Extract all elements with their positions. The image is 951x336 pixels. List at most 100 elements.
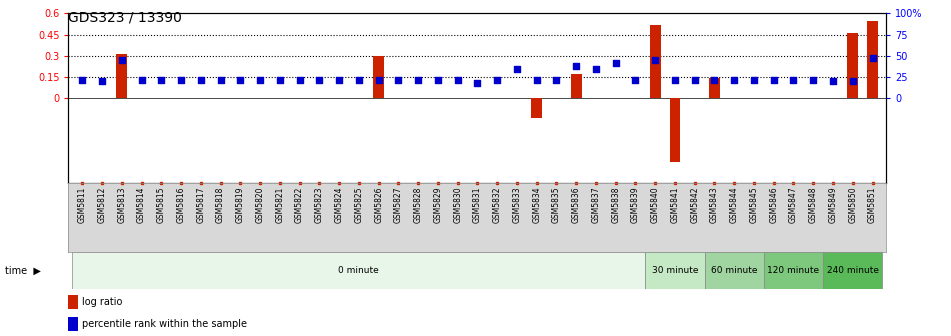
Point xyxy=(688,78,703,83)
Text: GDS323 / 13390: GDS323 / 13390 xyxy=(68,10,183,24)
Point xyxy=(668,77,683,82)
Point xyxy=(648,57,663,63)
Text: log ratio: log ratio xyxy=(83,297,123,307)
Text: GSM5829: GSM5829 xyxy=(434,186,442,223)
Text: GSM5830: GSM5830 xyxy=(453,186,462,223)
Point xyxy=(786,78,801,83)
Point xyxy=(94,79,109,84)
Bar xyxy=(68,295,78,309)
Text: GSM5846: GSM5846 xyxy=(769,186,778,223)
Point xyxy=(608,61,623,66)
Text: GSM5818: GSM5818 xyxy=(216,186,225,223)
Point xyxy=(805,78,821,83)
Point xyxy=(628,78,643,83)
Bar xyxy=(867,20,878,98)
Point xyxy=(510,66,525,71)
Text: GSM5840: GSM5840 xyxy=(650,186,660,223)
Text: GSM5834: GSM5834 xyxy=(533,186,541,223)
Bar xyxy=(650,25,661,98)
Point xyxy=(371,77,386,82)
Point xyxy=(549,78,564,83)
Bar xyxy=(764,252,824,289)
Bar xyxy=(709,79,720,98)
Point xyxy=(767,78,782,83)
Text: GSM5838: GSM5838 xyxy=(611,186,620,223)
Point xyxy=(529,77,544,82)
Text: GSM5831: GSM5831 xyxy=(473,186,482,223)
Point xyxy=(213,78,228,83)
Point xyxy=(430,77,445,82)
Text: GSM5819: GSM5819 xyxy=(236,186,244,223)
Text: GSM5822: GSM5822 xyxy=(295,186,304,223)
Bar xyxy=(116,54,127,98)
Point xyxy=(707,78,722,83)
Point xyxy=(727,77,742,82)
Text: GSM5849: GSM5849 xyxy=(828,186,838,223)
Point xyxy=(845,79,861,84)
Text: GSM5844: GSM5844 xyxy=(729,186,739,223)
Point xyxy=(391,77,406,82)
Text: GSM5827: GSM5827 xyxy=(394,186,403,223)
Text: GSM5835: GSM5835 xyxy=(552,186,561,223)
Text: GSM5824: GSM5824 xyxy=(335,186,343,223)
Text: GSM5842: GSM5842 xyxy=(690,186,699,223)
Text: GSM5820: GSM5820 xyxy=(256,186,264,223)
Bar xyxy=(847,33,858,98)
Bar xyxy=(72,252,646,289)
Text: GSM5826: GSM5826 xyxy=(374,186,383,223)
Bar xyxy=(68,317,78,331)
Text: GSM5823: GSM5823 xyxy=(315,186,324,223)
Text: GSM5850: GSM5850 xyxy=(848,186,857,223)
Text: GSM5817: GSM5817 xyxy=(196,186,205,223)
Text: GSM5813: GSM5813 xyxy=(117,186,126,223)
Point xyxy=(75,77,90,82)
Text: GSM5832: GSM5832 xyxy=(493,186,502,223)
Text: GSM5828: GSM5828 xyxy=(414,186,422,223)
Bar xyxy=(532,98,542,118)
Point xyxy=(233,78,248,83)
Point xyxy=(351,77,366,82)
Text: 60 minute: 60 minute xyxy=(711,266,757,275)
Text: GSM5815: GSM5815 xyxy=(157,186,165,223)
Text: GSM5847: GSM5847 xyxy=(789,186,798,223)
Text: GSM5814: GSM5814 xyxy=(137,186,146,223)
Point xyxy=(490,77,505,82)
Point xyxy=(470,80,485,86)
Point xyxy=(134,78,149,83)
Bar xyxy=(670,98,680,162)
Point xyxy=(312,77,327,82)
Text: GSM5848: GSM5848 xyxy=(808,186,818,223)
Text: percentile rank within the sample: percentile rank within the sample xyxy=(83,319,247,329)
Text: GSM5837: GSM5837 xyxy=(592,186,600,223)
Text: GSM5851: GSM5851 xyxy=(868,186,877,223)
Text: GSM5816: GSM5816 xyxy=(177,186,185,223)
Text: GSM5833: GSM5833 xyxy=(513,186,521,223)
Text: GSM5836: GSM5836 xyxy=(572,186,581,223)
Point xyxy=(332,77,347,82)
Text: 240 minute: 240 minute xyxy=(826,266,879,275)
Text: GSM5843: GSM5843 xyxy=(710,186,719,223)
Text: GSM5841: GSM5841 xyxy=(670,186,679,223)
Bar xyxy=(571,74,582,98)
Text: GSM5825: GSM5825 xyxy=(355,186,363,223)
Text: 120 minute: 120 minute xyxy=(767,266,820,275)
Point xyxy=(114,57,129,63)
Bar xyxy=(646,252,705,289)
Text: 0 minute: 0 minute xyxy=(339,266,379,275)
Point xyxy=(589,66,604,71)
Bar xyxy=(373,56,384,98)
Point xyxy=(450,77,465,82)
Point xyxy=(292,77,307,82)
Point xyxy=(272,77,287,82)
Text: 30 minute: 30 minute xyxy=(651,266,698,275)
Point xyxy=(173,77,188,82)
Text: GSM5812: GSM5812 xyxy=(98,186,107,223)
Point xyxy=(864,56,880,61)
Text: GSM5839: GSM5839 xyxy=(631,186,640,223)
Point xyxy=(569,64,584,69)
Text: GSM5811: GSM5811 xyxy=(78,186,87,223)
Point xyxy=(252,78,267,83)
Point xyxy=(747,77,762,82)
Bar xyxy=(705,252,764,289)
Point xyxy=(154,77,169,82)
